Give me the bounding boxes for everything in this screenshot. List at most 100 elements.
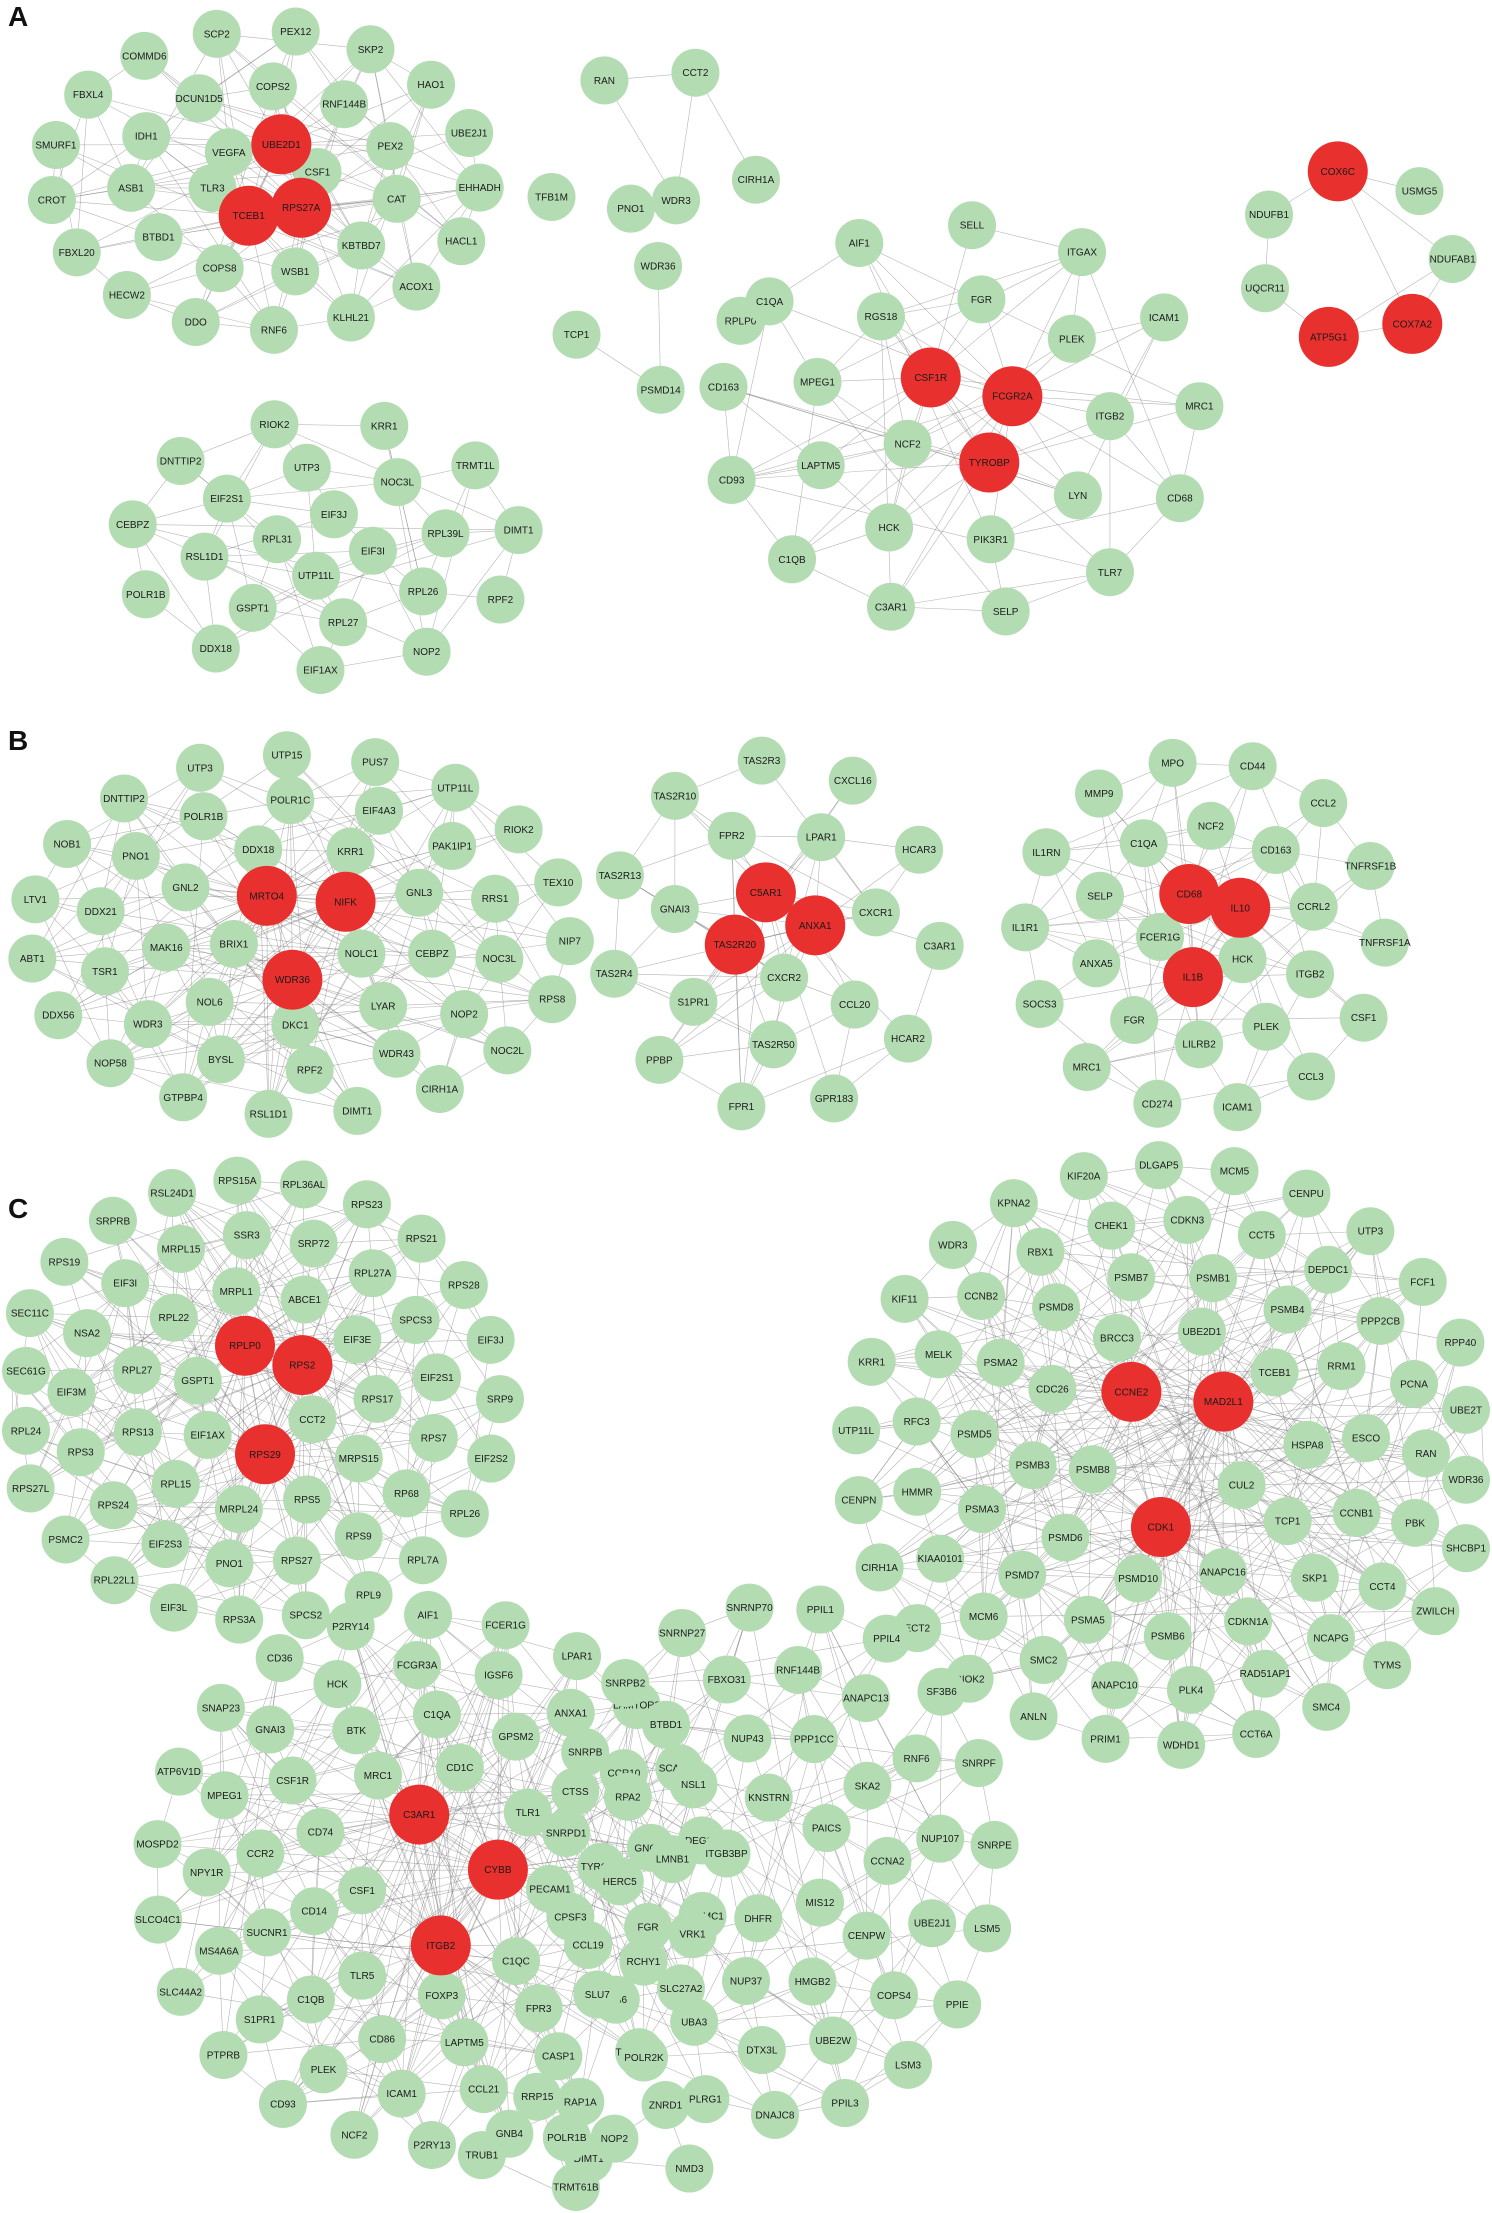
node-circle xyxy=(573,1970,622,2019)
network-edge xyxy=(237,1180,422,1239)
gene-label: PUS7 xyxy=(362,758,389,769)
gene-node: DNTTIP2 xyxy=(156,436,205,485)
node-circle xyxy=(830,980,879,1029)
node-circle xyxy=(665,2144,714,2193)
node-circle xyxy=(834,1476,883,1525)
network-edge xyxy=(765,892,940,947)
node-circle xyxy=(966,515,1015,564)
gene-node: CD68 xyxy=(1155,474,1204,523)
gene-node: FCER1G xyxy=(1136,912,1185,961)
hub-gene-node: COX7A2 xyxy=(1382,293,1443,354)
gene-label: PNO1 xyxy=(617,204,645,215)
gene-label: SRP9 xyxy=(487,1395,514,1406)
network-edge xyxy=(880,316,892,607)
network-edge xyxy=(791,395,1013,560)
gene-label: EIF3J xyxy=(321,510,347,521)
gene-label: P2RY13 xyxy=(413,2140,451,2151)
gene-label: IL10 xyxy=(1230,903,1250,914)
network-edge xyxy=(383,425,424,592)
gene-node: EIF3E xyxy=(333,1315,382,1364)
network-edge xyxy=(114,1454,266,1581)
node-circle xyxy=(1401,1429,1450,1478)
gene-node: PSMD5 xyxy=(950,1410,999,1459)
node-circle xyxy=(133,1820,182,1869)
node-circle xyxy=(113,1346,162,1395)
gene-label: KLHL21 xyxy=(333,313,370,324)
panel-label-c: C xyxy=(8,1193,28,1224)
gene-node: HMGB2 xyxy=(788,1957,837,2006)
gene-node: MMP9 xyxy=(1075,769,1124,818)
node-circle xyxy=(847,1337,896,1386)
gene-node: CCL3 xyxy=(1286,1052,1335,1101)
gene-node: CCL21 xyxy=(459,2065,508,2114)
gene-node: SRPRB xyxy=(88,1196,137,1245)
gene-label: NOC3L xyxy=(381,478,415,489)
node-circle xyxy=(1241,1649,1290,1698)
node-circle xyxy=(417,1971,466,2020)
gene-node: RRM1 xyxy=(1317,1342,1366,1391)
node-circle xyxy=(108,500,157,549)
network-edge xyxy=(32,958,222,1060)
gene-label: PAICS xyxy=(812,1824,842,1835)
network-edge xyxy=(455,787,571,942)
node-circle xyxy=(606,184,655,233)
node-circle xyxy=(1290,1553,1339,1602)
gene-node: RPL26 xyxy=(399,567,448,616)
gene-label: RNF144B xyxy=(322,100,366,111)
gene-node: CPSF3 xyxy=(546,1892,595,1941)
node-circle xyxy=(326,1602,375,1651)
gene-node: RSL1D1 xyxy=(244,1089,293,1138)
gene-node: DDX56 xyxy=(34,991,83,1040)
panel-label-b: B xyxy=(8,725,28,756)
gene-node: PTPRB xyxy=(199,2030,248,2079)
gene-node: MPEG1 xyxy=(793,357,842,406)
node-circle xyxy=(1107,1253,1156,1302)
gene-label: FOXP3 xyxy=(425,1991,458,2002)
gene-node: HCAR2 xyxy=(883,1014,932,1063)
node-circle xyxy=(90,1556,139,1605)
gene-node: ITGAX xyxy=(1058,228,1107,277)
gene-node: ITGB2 xyxy=(1286,950,1335,999)
gene-label: RPF2 xyxy=(488,595,514,606)
gene-label: FCGR3A xyxy=(397,1661,438,1672)
gene-node: CD36 xyxy=(255,1634,304,1683)
network-edge xyxy=(354,1814,420,2135)
network-edge xyxy=(1083,1175,1214,1279)
gene-node: PSMB7 xyxy=(1107,1253,1156,1302)
hub-node-circle xyxy=(214,1315,275,1376)
node-circle xyxy=(893,1467,942,1516)
node-circle xyxy=(796,1878,845,1927)
gene-label: CD274 xyxy=(1142,1099,1174,1110)
node-circle xyxy=(658,1608,707,1657)
gene-label: PPIE xyxy=(946,2000,969,2011)
node-circle xyxy=(100,774,149,823)
gene-label: MCM6 xyxy=(969,1612,999,1623)
node-circle xyxy=(1218,935,1267,984)
gene-node: RSL1D1 xyxy=(180,532,229,581)
network-edge xyxy=(1087,1522,1416,1621)
node-circle xyxy=(1085,548,1134,597)
node-circle xyxy=(348,526,397,575)
node-circle xyxy=(702,1655,751,1704)
gene-node: KRR1 xyxy=(360,401,409,450)
gene-node: FCGR3A xyxy=(393,1641,442,1690)
node-circle xyxy=(892,1397,941,1446)
gene-node: FCF1 xyxy=(1398,1257,1447,1306)
gene-label: ANAPC16 xyxy=(1200,1568,1246,1579)
gene-node: RFC3 xyxy=(892,1397,941,1446)
gene-node: NCF2 xyxy=(1186,801,1235,850)
gene-label: KRR1 xyxy=(371,421,398,432)
gene-label: C5AR1 xyxy=(750,888,783,899)
node-circle xyxy=(989,1179,1038,1228)
node-circle xyxy=(590,2114,639,2163)
gene-label: CDKN1A xyxy=(1228,1617,1269,1628)
network-edge xyxy=(1160,1526,1257,1735)
gene-label: NCF2 xyxy=(341,2130,368,2141)
node-circle xyxy=(445,108,494,157)
gene-node: PUS7 xyxy=(351,738,400,787)
node-circle xyxy=(503,1788,552,1837)
gene-node: ABCE1 xyxy=(280,1275,329,1324)
node-circle xyxy=(1155,474,1204,523)
gene-label: FCF1 xyxy=(1410,1277,1435,1288)
gene-node: FBXO31 xyxy=(702,1655,751,1704)
